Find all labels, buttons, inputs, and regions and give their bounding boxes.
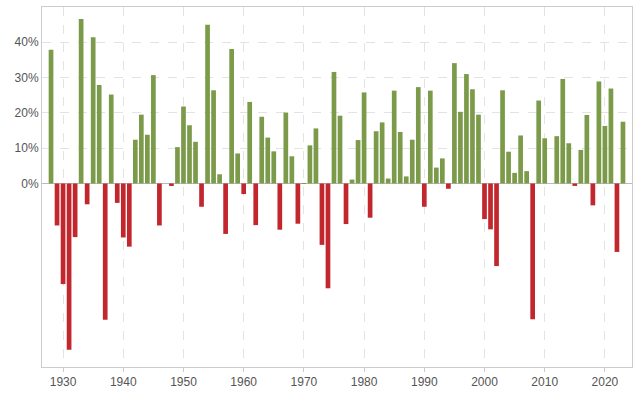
svg-text:1960: 1960 [230, 375, 257, 389]
svg-text:1980: 1980 [351, 375, 378, 389]
svg-text:2000: 2000 [471, 375, 498, 389]
svg-text:1950: 1950 [170, 375, 197, 389]
svg-text:10%: 10% [15, 141, 39, 155]
svg-text:2020: 2020 [592, 375, 619, 389]
svg-text:1970: 1970 [291, 375, 318, 389]
svg-text:1940: 1940 [110, 375, 137, 389]
svg-text:0%: 0% [21, 177, 39, 191]
svg-text:40%: 40% [15, 35, 39, 49]
svg-text:2010: 2010 [531, 375, 558, 389]
svg-text:30%: 30% [15, 71, 39, 85]
svg-text:20%: 20% [15, 106, 39, 120]
svg-text:1930: 1930 [50, 375, 77, 389]
svg-text:1990: 1990 [411, 375, 438, 389]
